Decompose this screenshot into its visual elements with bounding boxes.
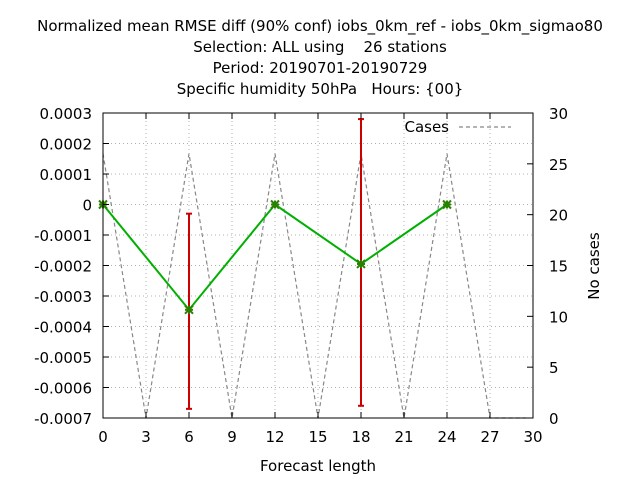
y2-tick-label: 20: [549, 207, 568, 225]
x-tick-label: 3: [141, 428, 151, 446]
y2-axis-label: No cases: [585, 232, 603, 300]
y-tick-label: -0.0007: [34, 410, 92, 428]
y2-tick-label: 30: [549, 105, 568, 123]
legend-label-cases: Cases: [404, 118, 449, 136]
y-tick-label: 0.0001: [40, 166, 93, 184]
y-tick-label: -0.0005: [34, 349, 92, 367]
series-point: [356, 259, 366, 269]
y-tick-label: -0.0006: [34, 380, 92, 398]
y2-tick-label: 15: [549, 258, 568, 276]
x-tick-label: 9: [227, 428, 237, 446]
ticks-layer: 0 3 6 9 12 15 18 21 24 27 30 0.0003 0.0002 0.0001 0 -0.…: [34, 105, 568, 446]
x-tick-label: 0: [98, 428, 108, 446]
y-tick-label: -0.0002: [34, 258, 92, 276]
title-line-1: Normalized mean RMSE diff (90% conf) iob…: [37, 17, 603, 36]
x-tick-label: 24: [437, 428, 456, 446]
title-line-2: Selection: ALL using 26 stations: [193, 38, 447, 56]
cases-layer: [102, 153, 526, 419]
x-tick-label: 30: [523, 428, 542, 446]
chart-title: Normalized mean RMSE diff (90% conf) iob…: [37, 17, 603, 98]
y-tick-label: -0.0004: [34, 319, 92, 337]
y-tick-label: -0.0003: [34, 288, 92, 306]
y2-tick-label: 0: [549, 410, 559, 428]
y2-tick-label: 5: [549, 359, 559, 377]
y-tick-label: -0.0001: [34, 227, 92, 245]
y-tick-label: 0: [82, 197, 92, 215]
series-point: [270, 199, 280, 210]
x-tick-label: 6: [184, 428, 194, 446]
series-point: [442, 199, 452, 210]
x-tick-label: 21: [394, 428, 413, 446]
y2-tick-label: 25: [549, 156, 568, 174]
x-tick-label: 12: [265, 428, 284, 446]
x-axis-label: Forecast length: [260, 457, 376, 475]
legend: Cases: [404, 118, 511, 136]
x-tick-label: 18: [351, 428, 370, 446]
title-line-3: Period: 20190701-20190729: [213, 59, 428, 77]
x-tick-label: 27: [480, 428, 499, 446]
cases-line: [102, 153, 526, 419]
title-line-4: Specific humidity 50hPa Hours: {00}: [177, 80, 464, 98]
grid: [103, 113, 533, 418]
y2-tick-label: 10: [549, 308, 568, 326]
x-tick-label: 15: [308, 428, 327, 446]
series-point: [184, 305, 194, 315]
y-tick-label: 0.0002: [40, 136, 93, 154]
y-tick-label: 0.0003: [40, 105, 93, 123]
